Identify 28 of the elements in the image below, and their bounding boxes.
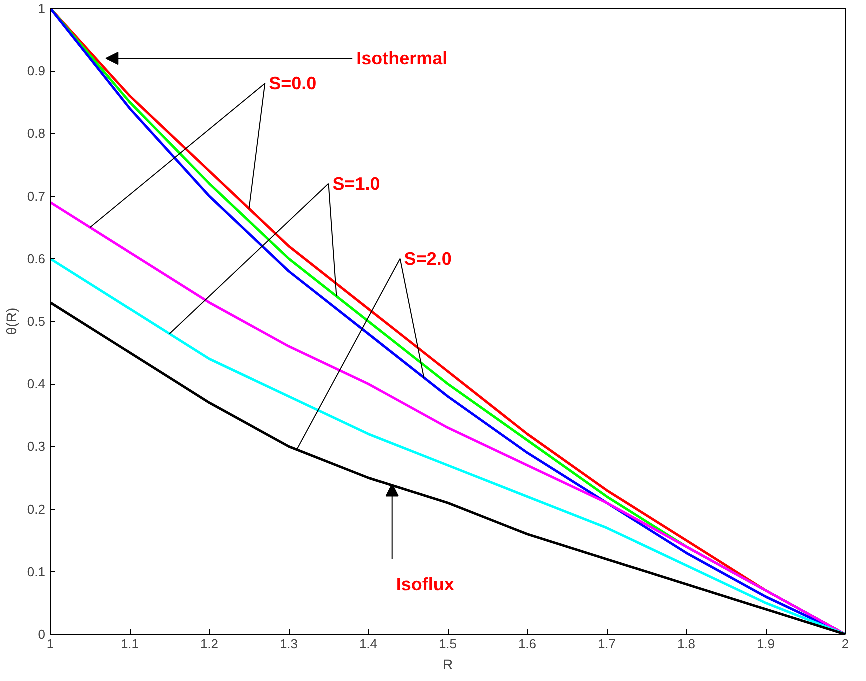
annotation: S=0.0 <box>269 74 317 94</box>
y-tick-label: 0.5 <box>27 314 46 329</box>
y-tick-label: 0.9 <box>27 64 46 79</box>
x-tick-label: 1.5 <box>438 636 458 652</box>
x-tick-label: 1.1 <box>120 636 140 652</box>
y-tick-label: 0.3 <box>27 439 46 454</box>
x-tick-label: 1.9 <box>756 636 776 652</box>
x-tick-label: 1.7 <box>598 636 616 652</box>
x-tick-label: 1.4 <box>359 636 378 652</box>
x-tick-label: 1.2 <box>200 636 219 652</box>
x-tick-label: 1.6 <box>518 636 537 652</box>
annotation: Isoflux <box>396 574 454 594</box>
y-tick-label: 1 <box>38 1 46 16</box>
x-tick-label: 2 <box>842 636 850 652</box>
y-tick-label: 0.7 <box>27 188 46 204</box>
y-tick-label: 0.2 <box>27 502 46 517</box>
annotation: Isothermal <box>356 48 448 69</box>
x-axis-title: R <box>442 656 454 672</box>
y-tick-label: 0.4 <box>27 376 46 392</box>
y-tick-label: 0.1 <box>27 564 46 580</box>
annotation: S=2.0 <box>404 248 452 269</box>
y-axis-title: θ(R) <box>3 308 20 336</box>
x-tick-label: 1.3 <box>280 636 298 652</box>
x-tick-label: 1.8 <box>677 636 696 652</box>
annotation: S=1.0 <box>332 174 380 194</box>
y-tick-label: 0.6 <box>27 251 46 266</box>
y-tick-label: 0.8 <box>27 126 46 142</box>
y-tick-label: 0 <box>38 627 46 642</box>
